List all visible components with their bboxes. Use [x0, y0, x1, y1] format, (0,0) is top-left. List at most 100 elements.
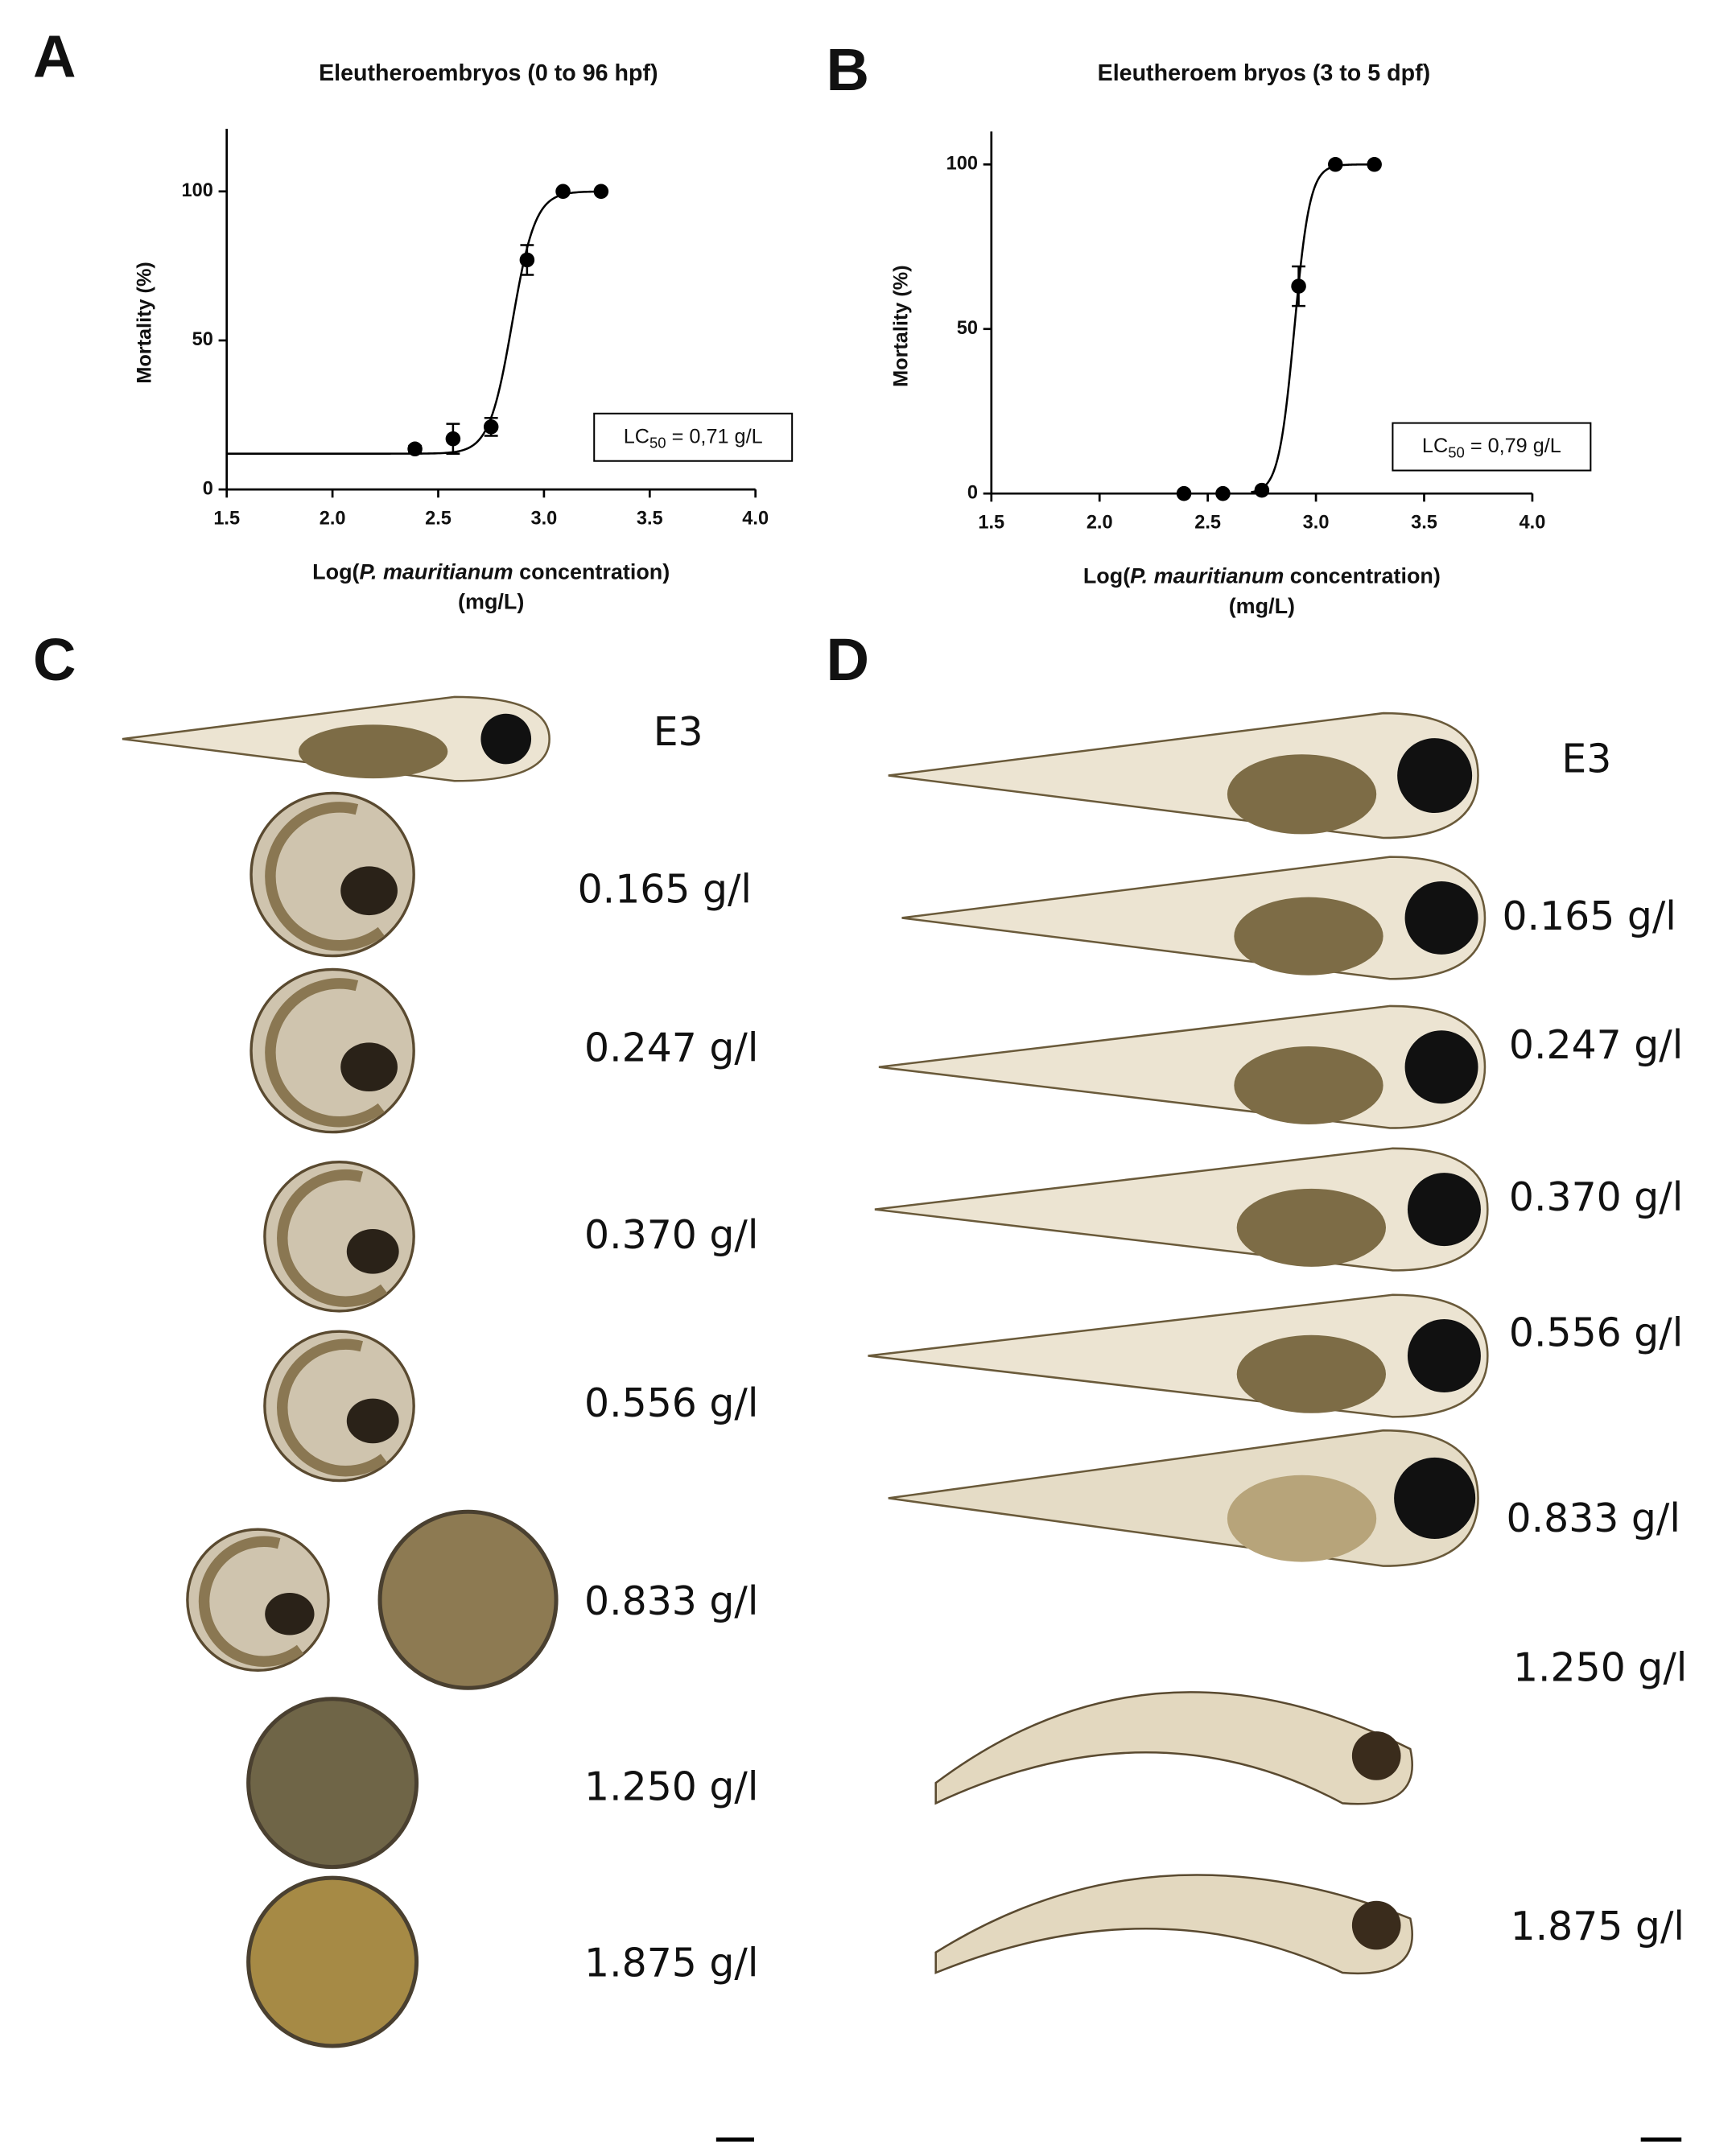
- panel-label: A: [33, 23, 76, 89]
- x-tick-label: 2.0: [1087, 511, 1113, 532]
- condition-label: 1.250 g/l: [584, 1764, 758, 1810]
- condition-label: 0.833 g/l: [584, 1578, 758, 1624]
- larva-eye: [1404, 881, 1478, 955]
- larva-body: [901, 856, 1487, 980]
- y-axis-label: Mortality (%): [133, 262, 155, 384]
- fit-curve: [1251, 163, 1375, 493]
- x-axis-label: Log(P. mauritianum concentration): [312, 560, 670, 584]
- embryo-head: [346, 1229, 399, 1274]
- condition-label: 1.250 g/l: [1513, 1644, 1687, 1690]
- y-tick-label: 100: [182, 179, 213, 200]
- condition-label: 0.370 g/l: [1509, 1174, 1683, 1220]
- x-tick-label: 3.5: [637, 507, 663, 528]
- condition-label: 0.247 g/l: [1509, 1022, 1683, 1068]
- data-point: [1367, 157, 1382, 172]
- larva-yolk: [1227, 754, 1377, 835]
- x-tick-label: 2.5: [425, 507, 452, 528]
- condition-label: 0.833 g/l: [1507, 1495, 1680, 1541]
- condition-label: 0.556 g/l: [1509, 1310, 1683, 1355]
- data-point: [1254, 482, 1270, 498]
- x-axis-label-part: P. mauritianum: [1130, 564, 1284, 588]
- x-axis-unit: (mg/L): [1229, 594, 1295, 618]
- annotation-box: [593, 412, 794, 462]
- annotation-part: = 0,71 g/L: [666, 425, 763, 448]
- panel-label: D: [826, 626, 869, 693]
- x-axis-label-part: Log(: [312, 560, 359, 584]
- y-tick-label: 50: [192, 328, 213, 349]
- larva-eye: [1351, 1900, 1401, 1950]
- x-axis-unit: (mg/L): [458, 590, 524, 614]
- x-axis-label-part: Log(: [1083, 564, 1130, 588]
- condition-label: E3: [654, 709, 703, 755]
- annotation: LC50 = 0,79 g/L: [1422, 435, 1561, 461]
- larva-body: [888, 712, 1479, 839]
- annotation-subscript: 50: [649, 435, 666, 452]
- fit-curve: [226, 190, 601, 455]
- larva-eye: [1407, 1319, 1481, 1393]
- condition-label: E3: [1561, 736, 1611, 782]
- panel-label: C: [33, 626, 76, 693]
- embryo-tail: [277, 1169, 388, 1307]
- data-point: [407, 441, 423, 457]
- larva-yolk: [1236, 1188, 1386, 1267]
- annotation-part: LC: [624, 425, 649, 448]
- larva-body: [878, 1004, 1487, 1129]
- y-axis-label: Mortality (%): [889, 265, 912, 387]
- condition-label: 1.875 g/l: [1511, 1904, 1684, 1949]
- larva-eye: [1397, 738, 1473, 814]
- larva-eye: [1407, 1173, 1481, 1247]
- embryo-head: [265, 1593, 315, 1635]
- embryo-head: [340, 1042, 398, 1092]
- panel-label: B: [826, 36, 869, 103]
- y-tick-label: 0: [203, 477, 213, 498]
- larva-yolk: [1234, 897, 1383, 976]
- data-point: [593, 184, 609, 200]
- larva-eye: [1351, 1731, 1401, 1780]
- embryo-tail: [265, 802, 385, 951]
- larva-body: [934, 1874, 1413, 1975]
- larva-yolk: [1236, 1334, 1386, 1413]
- embryo-tail: [277, 1338, 388, 1477]
- annotation-part: LC: [1422, 435, 1448, 457]
- y-tick-label: 100: [946, 153, 978, 174]
- x-tick-label: 2.5: [1194, 511, 1221, 532]
- larva-body: [868, 1293, 1489, 1418]
- data-point: [445, 431, 461, 447]
- annotation-part: = 0,79 g/L: [1465, 435, 1561, 457]
- x-axis-label-part: concentration): [1284, 564, 1441, 588]
- data-point: [519, 252, 535, 268]
- larva-eye: [480, 713, 532, 765]
- condition-label: 1.875 g/l: [584, 1941, 758, 1986]
- larva-body: [934, 1691, 1413, 1805]
- larva-eye: [1404, 1030, 1478, 1104]
- condition-label: 0.556 g/l: [584, 1380, 758, 1426]
- embryo-tail: [198, 1536, 304, 1667]
- x-tick-label: 1.5: [213, 507, 240, 528]
- y-tick-label: 50: [957, 317, 978, 338]
- y-tick-label: 0: [967, 481, 978, 502]
- data-point: [555, 184, 571, 200]
- annotation-box: [1392, 422, 1592, 472]
- embryo-tail: [265, 978, 385, 1128]
- larva-yolk: [1227, 1475, 1377, 1562]
- egg: [377, 1509, 559, 1690]
- x-tick-label: 1.5: [978, 511, 1004, 532]
- larva-yolk: [298, 724, 448, 779]
- larva-yolk: [1234, 1046, 1383, 1124]
- x-axis-label-part: concentration): [513, 560, 670, 584]
- x-tick-label: 4.0: [1520, 511, 1546, 532]
- chart-title: Eleutheroem bryos (3 to 5 dpf): [1098, 60, 1431, 86]
- x-tick-label: 3.0: [1303, 511, 1330, 532]
- larva-body: [874, 1147, 1489, 1272]
- embryo-head: [346, 1398, 399, 1444]
- condition-label: 0.370 g/l: [584, 1212, 758, 1258]
- x-tick-label: 2.0: [320, 507, 346, 528]
- data-point: [1291, 278, 1306, 294]
- egg: [246, 1697, 419, 1870]
- x-axis-label: Log(P. mauritianum concentration): [1083, 564, 1441, 588]
- condition-label: 0.165 g/l: [578, 866, 752, 912]
- chart-title: Eleutheroembryos (0 to 96 hpf): [319, 60, 658, 86]
- larva-body: [888, 1429, 1479, 1567]
- larva-eye: [1394, 1457, 1476, 1539]
